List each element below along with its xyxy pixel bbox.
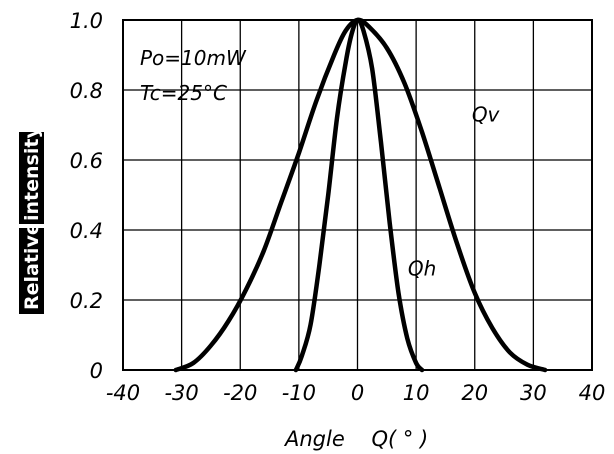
y-tick-label: 0.6 — [70, 149, 103, 173]
y-axis-label-box-1 — [19, 228, 44, 314]
x-tick-label: 0 — [351, 381, 364, 405]
y-axis-label-part-1: Relative — [21, 222, 43, 310]
x-tick-label: 30 — [520, 381, 547, 405]
x-tick-label: 40 — [579, 381, 606, 405]
y-tick-label: 0.2 — [70, 289, 103, 313]
x-tick-label: 20 — [461, 381, 488, 405]
x-tick-labels: -40 -30 -20 -10 0 10 20 30 40 — [106, 381, 606, 405]
series-label-qh: Qh — [408, 257, 436, 281]
y-tick-label: 1.0 — [70, 9, 103, 33]
y-axis-label-box-2 — [19, 132, 44, 224]
series-line-qh — [293, 17, 425, 373]
y-axis-label-part-2: intensity — [21, 126, 43, 221]
y-tick-label: 0.8 — [70, 79, 103, 103]
series-line-qv — [173, 17, 548, 373]
x-tick-label: -30 — [164, 381, 198, 405]
y-axis-label: Relative intensity — [19, 126, 44, 314]
series-label-qv: Qv — [472, 103, 501, 127]
annotation-temperature: Tc=25°C — [140, 81, 227, 105]
grid — [123, 20, 592, 370]
x-axis-label: Angle Q( ° ) — [283, 427, 428, 451]
x-tick-label: 10 — [403, 381, 430, 405]
series-labels: Qv Qh — [408, 103, 501, 281]
y-tick-label: 0 — [90, 359, 103, 383]
y-tick-labels: 0 0.2 0.4 0.6 0.8 1.0 — [70, 9, 103, 383]
y-tick-label: 0.4 — [70, 219, 103, 243]
series-group — [173, 17, 548, 373]
x-tick-label: -10 — [282, 381, 316, 405]
x-tick-label: -40 — [106, 381, 140, 405]
annotation-power: Po=10mW — [140, 46, 247, 70]
x-tick-label: -20 — [223, 381, 257, 405]
